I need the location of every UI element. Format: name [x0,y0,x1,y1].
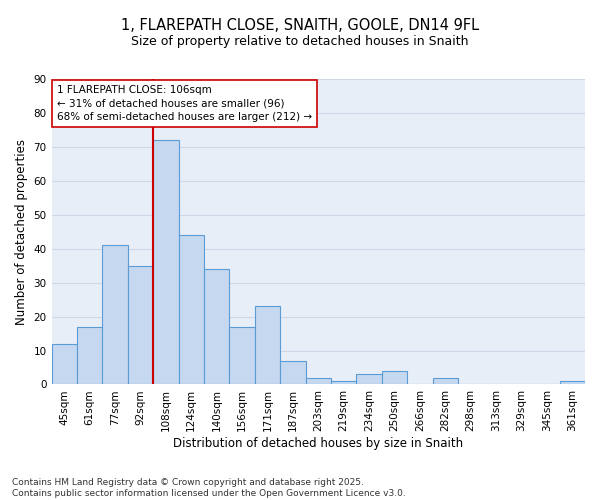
Bar [179,235,204,384]
Text: Size of property relative to detached houses in Snaith: Size of property relative to detached ho… [131,35,469,48]
Text: Contains HM Land Registry data © Crown copyright and database right 2025.
Contai: Contains HM Land Registry data © Crown c… [12,478,406,498]
Bar [77,327,103,384]
Bar [128,266,153,384]
Y-axis label: Number of detached properties: Number of detached properties [15,138,28,324]
Bar [280,360,305,384]
Bar [356,374,382,384]
Bar [433,378,458,384]
Bar [103,246,128,384]
Bar [153,140,179,384]
Bar [305,378,331,384]
Bar [382,371,407,384]
Bar [560,381,585,384]
Text: 1 FLAREPATH CLOSE: 106sqm
← 31% of detached houses are smaller (96)
68% of semi-: 1 FLAREPATH CLOSE: 106sqm ← 31% of detac… [57,85,312,122]
X-axis label: Distribution of detached houses by size in Snaith: Distribution of detached houses by size … [173,437,463,450]
Bar [52,344,77,384]
Text: 1, FLAREPATH CLOSE, SNAITH, GOOLE, DN14 9FL: 1, FLAREPATH CLOSE, SNAITH, GOOLE, DN14 … [121,18,479,32]
Bar [229,327,255,384]
Bar [204,269,229,384]
Bar [331,381,356,384]
Bar [255,306,280,384]
